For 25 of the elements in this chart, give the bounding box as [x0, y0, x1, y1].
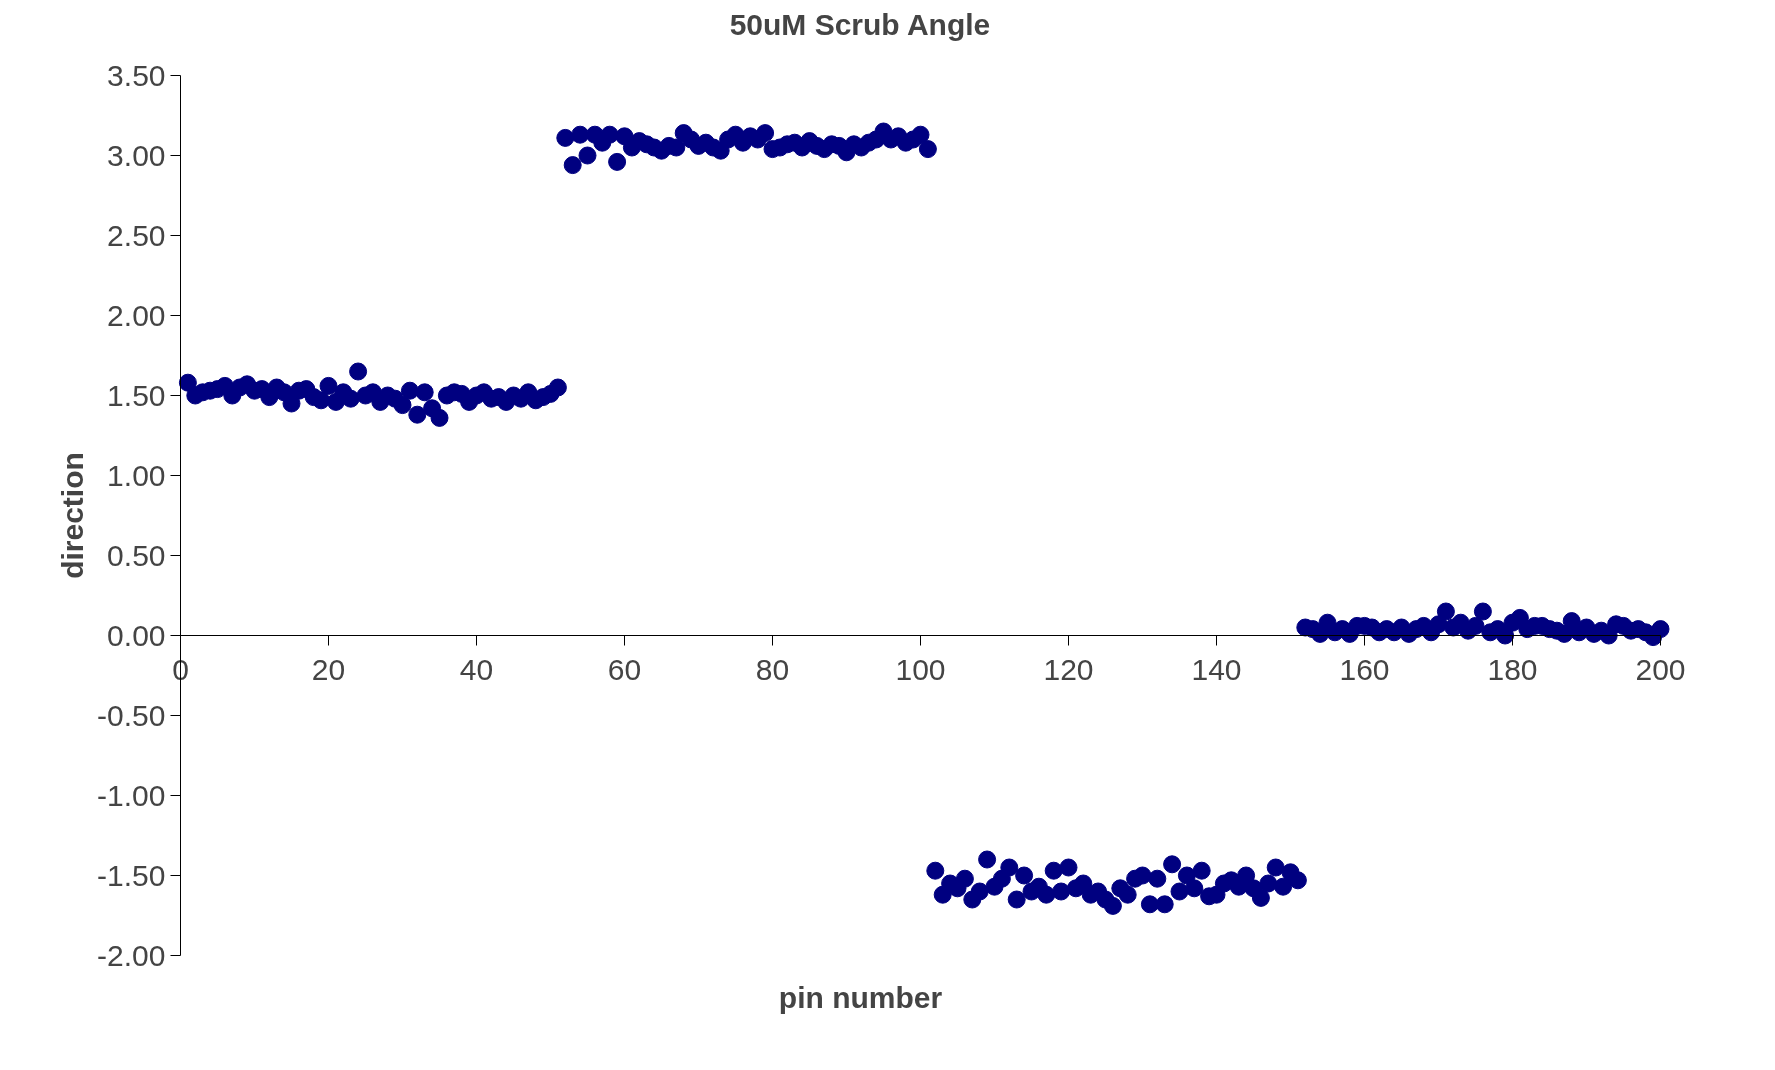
x-tick-label: 100 — [895, 652, 946, 686]
x-tick-label: 60 — [607, 652, 642, 686]
y-tick-label: 2.00 — [107, 298, 166, 332]
y-axis-title: direction — [56, 452, 90, 579]
x-tick-label: 120 — [1043, 652, 1094, 686]
x-tick-label: 140 — [1191, 652, 1242, 686]
x-tick-label: 180 — [1487, 652, 1538, 686]
chart-title: 50uM Scrub Angle — [729, 7, 991, 41]
y-tick-label: -1.00 — [97, 778, 166, 812]
x-tick-label: 160 — [1339, 652, 1390, 686]
y-tick-label: -2.00 — [97, 938, 166, 972]
y-tick-label: 0.00 — [107, 618, 166, 652]
x-tick-label: 200 — [1635, 652, 1686, 686]
x-tick-label: 20 — [311, 652, 346, 686]
y-tick-label: 2.50 — [107, 218, 166, 252]
y-tick-label: 3.50 — [107, 58, 166, 92]
x-axis-title: pin number — [778, 980, 943, 1014]
x-tick-label: 80 — [755, 652, 790, 686]
y-tick-label: 3.00 — [107, 138, 166, 172]
y-tick-label: 1.00 — [107, 458, 166, 492]
y-tick-label: 1.50 — [107, 378, 166, 412]
y-tick-label: -0.50 — [97, 698, 166, 732]
y-tick-label: -1.50 — [97, 858, 166, 892]
x-tick-label: 40 — [459, 652, 494, 686]
y-tick-label: 0.50 — [107, 538, 166, 572]
